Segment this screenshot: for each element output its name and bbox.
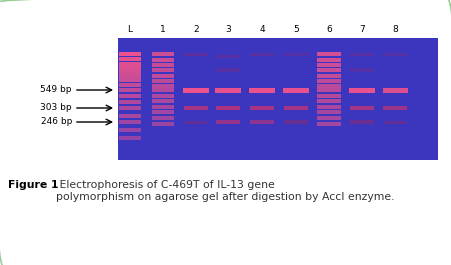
Bar	[216, 55, 240, 58]
Bar	[119, 100, 141, 104]
Text: Figure 1: Figure 1	[8, 180, 59, 190]
Bar	[216, 120, 240, 124]
Bar	[350, 52, 374, 55]
Bar	[119, 57, 141, 61]
Bar	[317, 68, 341, 72]
Bar	[384, 121, 406, 123]
Text: 3: 3	[225, 25, 231, 34]
Text: 5: 5	[293, 25, 299, 34]
Bar	[119, 52, 141, 56]
Bar	[216, 68, 240, 72]
Bar	[383, 52, 407, 55]
Bar	[284, 106, 308, 110]
Bar	[350, 120, 374, 124]
Text: 303 bp: 303 bp	[41, 104, 72, 113]
Bar	[284, 52, 308, 55]
Bar	[119, 128, 141, 132]
Bar	[317, 84, 341, 88]
Bar	[350, 106, 374, 110]
Text: 246 bp: 246 bp	[41, 117, 72, 126]
Bar	[119, 74, 141, 78]
Text: L: L	[128, 25, 133, 34]
Bar	[184, 106, 208, 110]
Bar	[119, 120, 141, 124]
Text: Electrophoresis of C-469T of IL-13 gene
polymorphism on agarose gel after digest: Electrophoresis of C-469T of IL-13 gene …	[56, 180, 395, 202]
Bar	[119, 114, 141, 118]
Bar	[152, 88, 174, 92]
Bar	[119, 66, 141, 70]
Bar	[317, 58, 341, 62]
Bar	[317, 74, 341, 78]
Text: 6: 6	[326, 25, 332, 34]
Bar	[152, 84, 174, 88]
Bar	[185, 121, 207, 123]
Bar	[317, 99, 341, 103]
Bar	[152, 99, 174, 103]
Bar	[317, 79, 341, 83]
Bar	[152, 94, 174, 98]
Bar	[152, 74, 174, 78]
Bar	[152, 116, 174, 120]
Bar	[119, 83, 141, 87]
Bar	[250, 120, 274, 124]
Bar	[119, 88, 141, 92]
Text: 549 bp: 549 bp	[41, 86, 72, 95]
Bar	[152, 68, 174, 72]
Bar	[317, 110, 341, 114]
Bar	[118, 38, 438, 160]
Bar	[317, 52, 341, 56]
Text: 4: 4	[259, 25, 265, 34]
Bar	[317, 63, 341, 67]
Bar	[119, 106, 141, 110]
Bar	[317, 105, 341, 109]
Bar	[183, 87, 209, 92]
Bar	[119, 62, 141, 66]
Bar	[383, 106, 407, 110]
Bar	[152, 110, 174, 114]
Bar	[283, 87, 309, 92]
Bar	[250, 106, 274, 110]
Bar	[317, 122, 341, 126]
Bar	[152, 79, 174, 83]
Bar	[382, 87, 408, 92]
Bar	[119, 94, 141, 98]
Bar	[317, 88, 341, 92]
Bar	[119, 78, 141, 82]
Bar	[119, 136, 141, 140]
Bar	[119, 70, 141, 74]
Text: 1: 1	[160, 25, 166, 34]
Text: 8: 8	[392, 25, 398, 34]
Text: 2: 2	[193, 25, 199, 34]
Bar	[317, 94, 341, 98]
Bar	[284, 120, 308, 124]
Bar	[215, 87, 241, 92]
Bar	[216, 106, 240, 110]
Bar	[152, 58, 174, 62]
Text: 7: 7	[359, 25, 365, 34]
Bar	[152, 52, 174, 56]
Bar	[118, 38, 438, 160]
Bar	[152, 63, 174, 67]
Bar	[152, 105, 174, 109]
Bar	[350, 68, 374, 72]
Bar	[317, 116, 341, 120]
Bar	[250, 52, 274, 55]
Bar	[184, 52, 208, 55]
Bar	[249, 87, 275, 92]
Bar	[152, 122, 174, 126]
Bar	[349, 87, 375, 92]
